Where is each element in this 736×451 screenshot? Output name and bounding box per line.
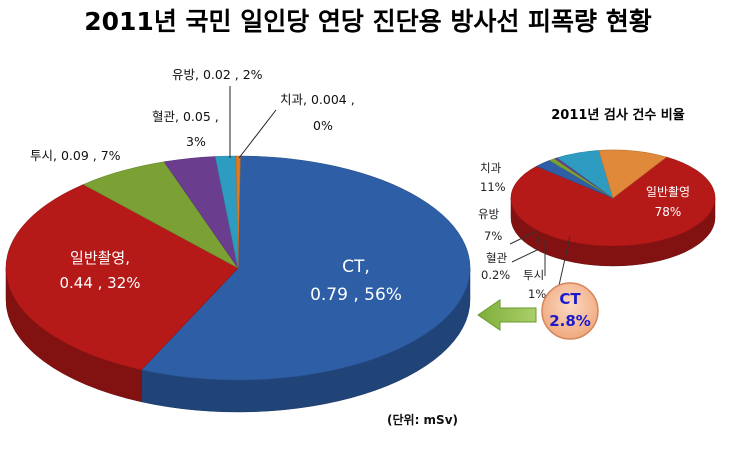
- small-slice-치과: [598, 149, 667, 199]
- slice-label-치과-line1: 치과, 0.004 ,: [280, 92, 355, 107]
- slice-label-ct-name: CT,: [342, 257, 370, 277]
- small-label-치과-value: 11%: [480, 180, 506, 194]
- small-slice-일반촬영: [510, 156, 716, 247]
- big-pie-top: [5, 155, 471, 381]
- slice-label-혈관-line1: 혈관, 0.05 ,: [152, 109, 219, 124]
- small-label-치과-name: 치과: [480, 161, 502, 175]
- chart-title: 2011년 국민 일인당 연당 진단용 방사선 피폭량 현황: [84, 7, 652, 36]
- small-chart-title: 2011년 검사 건수 비율: [551, 107, 685, 123]
- arrow-icon: [477, 299, 537, 331]
- small-label-혈관-value: 0.2%: [481, 268, 510, 282]
- unit-note: (단위: mSv): [387, 412, 458, 427]
- ct-badge-name: CT: [559, 290, 581, 308]
- big-slice-CT: [140, 155, 471, 381]
- small-pie-top: [510, 149, 716, 247]
- small-leader-ct: [557, 235, 571, 291]
- slice-label-혈관-line2: 3%: [186, 134, 206, 149]
- small-label-혈관-name: 혈관: [486, 251, 508, 265]
- slice-label-일반촬영-value: 0.44 , 32%: [59, 274, 140, 292]
- ct-badge-value: 2.8%: [549, 312, 591, 330]
- small-label-유방-name: 유방: [478, 207, 500, 221]
- small-leader-혈관: [511, 235, 540, 263]
- small-label-투시-value: 1%: [528, 287, 546, 301]
- small-label-유방-value: 7%: [484, 229, 502, 243]
- small-label-투시-name: 투시: [523, 268, 544, 282]
- slice-label-ct-value: 0.79 , 56%: [310, 285, 402, 305]
- big-slice-일반촬영: [5, 184, 239, 371]
- slice-label-유방: 유방, 0.02 , 2%: [172, 67, 263, 82]
- ct-highlight-badge: [541, 282, 599, 340]
- slice-label-투시: 투시, 0.09 , 7%: [30, 148, 121, 163]
- small-label-일반촬영-name: 일반촬영: [646, 185, 690, 199]
- small-label-일반촬영-value: 78%: [655, 205, 682, 219]
- slice-label-일반촬영-name: 일반촬영,: [70, 249, 130, 267]
- small-leader-유방: [509, 231, 536, 245]
- slice-label-치과-line2: 0%: [313, 118, 333, 133]
- leader-line-치과: [238, 109, 277, 159]
